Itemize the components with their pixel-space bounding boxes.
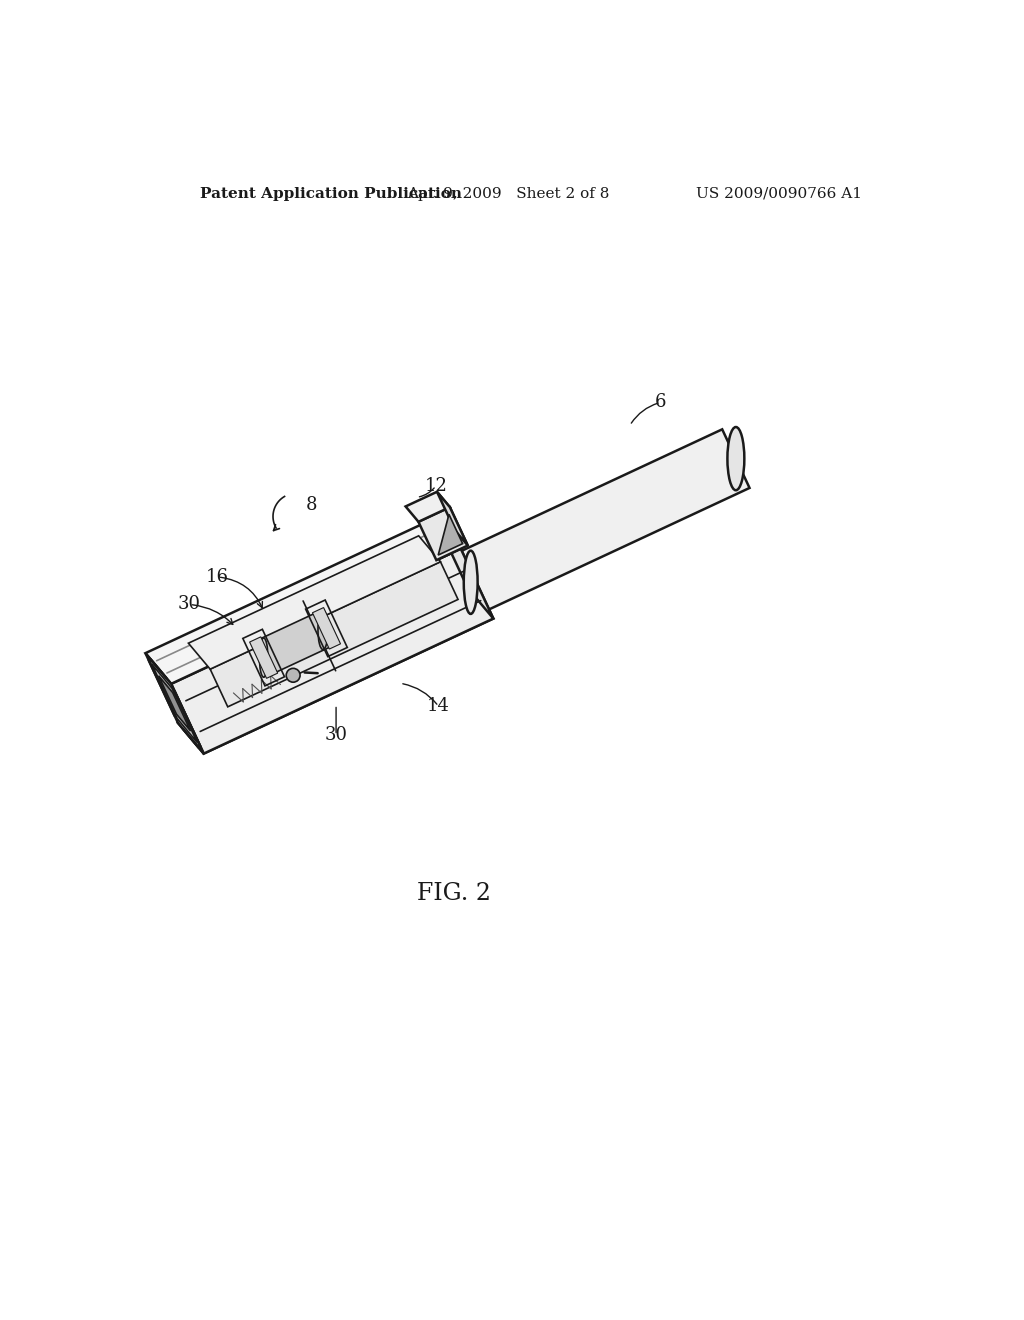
Polygon shape [438, 515, 463, 554]
Polygon shape [188, 536, 440, 669]
Polygon shape [171, 549, 494, 754]
Text: FIG. 2: FIG. 2 [417, 882, 490, 906]
Text: Apr. 9, 2009   Sheet 2 of 8: Apr. 9, 2009 Sheet 2 of 8 [407, 187, 609, 201]
Ellipse shape [727, 426, 744, 490]
Text: US 2009/0090766 A1: US 2009/0090766 A1 [696, 187, 862, 201]
Text: 8: 8 [306, 496, 317, 513]
Polygon shape [159, 676, 190, 731]
Polygon shape [457, 429, 750, 611]
Polygon shape [312, 607, 341, 649]
Polygon shape [145, 519, 461, 684]
Polygon shape [178, 587, 494, 754]
Polygon shape [152, 664, 198, 743]
Polygon shape [419, 507, 468, 560]
Ellipse shape [318, 610, 328, 649]
Text: Patent Application Publication: Patent Application Publication [200, 187, 462, 201]
Polygon shape [210, 562, 458, 706]
Text: 30: 30 [325, 726, 347, 744]
Text: 12: 12 [425, 477, 447, 495]
Text: 14: 14 [427, 697, 450, 715]
Ellipse shape [287, 668, 300, 682]
Text: 6: 6 [655, 393, 667, 412]
Polygon shape [406, 492, 450, 521]
Polygon shape [256, 614, 331, 675]
Text: 30: 30 [178, 595, 201, 614]
Polygon shape [437, 492, 468, 545]
Polygon shape [145, 653, 204, 754]
Polygon shape [250, 636, 278, 678]
Text: 16: 16 [206, 568, 229, 586]
Ellipse shape [259, 638, 268, 677]
Ellipse shape [464, 550, 477, 614]
Polygon shape [435, 519, 494, 619]
